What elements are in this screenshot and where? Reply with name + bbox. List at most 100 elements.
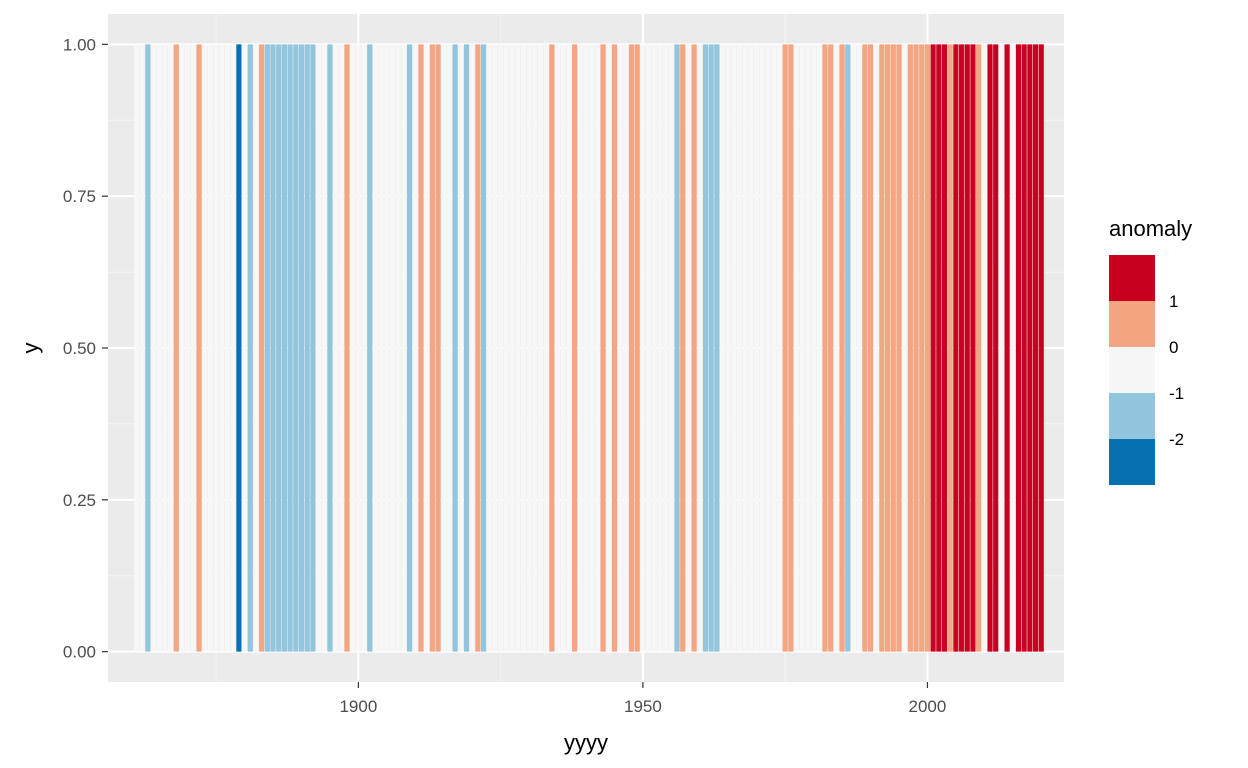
bar-1972 [765, 44, 771, 652]
bar-1933 [543, 44, 549, 652]
bar-1983 [828, 44, 834, 652]
bar-1967 [737, 44, 743, 652]
bar-1882 [253, 44, 259, 652]
x-axis-title: yyyy [564, 730, 608, 755]
bar-1936 [560, 44, 566, 652]
bar-1942 [594, 44, 600, 652]
bar-1911 [418, 44, 424, 652]
bar-1947 [623, 44, 629, 652]
y-axis-title: y [18, 343, 43, 354]
bar-1869 [179, 44, 185, 652]
bar-1910 [412, 44, 418, 652]
bar-1958 [685, 44, 691, 652]
bar-1866 [162, 44, 168, 652]
legend-color-key [1109, 393, 1155, 439]
bar-1991 [873, 44, 879, 652]
bar-1909 [407, 44, 413, 652]
bar-2013 [998, 44, 1004, 652]
bar-2001 [930, 44, 936, 652]
bar-1908 [401, 44, 407, 652]
bar-1973 [771, 44, 777, 652]
bar-1938 [572, 44, 578, 652]
bar-1868 [173, 44, 179, 652]
bar-1921 [475, 44, 481, 652]
bar-1913 [429, 44, 435, 652]
bar-1962 [708, 44, 714, 652]
bar-1995 [896, 44, 902, 652]
bar-1885 [270, 44, 276, 652]
bar-2012 [993, 44, 999, 652]
bar-1918 [458, 44, 464, 652]
bar-1926 [503, 44, 509, 652]
bar-1897 [338, 44, 344, 652]
bar-1980 [811, 44, 817, 652]
x-tick-label: 1950 [624, 697, 662, 716]
bar-1875 [213, 44, 219, 652]
bar-1902 [367, 44, 373, 652]
bar-1963 [714, 44, 720, 652]
bar-1916 [446, 44, 452, 652]
legend-label: -1 [1169, 384, 1184, 403]
bar-1949 [634, 44, 640, 652]
legend-title: anomaly [1109, 216, 1192, 241]
bar-1899 [350, 44, 356, 652]
legend-color-key [1109, 439, 1155, 485]
bar-1957 [680, 44, 686, 652]
x-axis: 1900 1950 2000 [339, 682, 946, 716]
bar-1977 [793, 44, 800, 652]
bar-1948 [628, 44, 635, 652]
bar-2003 [941, 44, 948, 652]
bar-1906 [389, 44, 396, 652]
bar-1881 [247, 44, 253, 652]
bar-1867 [168, 44, 174, 652]
bar-1943 [600, 44, 606, 652]
bar-1898 [344, 44, 350, 652]
bar-1994 [890, 44, 896, 652]
bar-1954 [663, 44, 669, 652]
bar-1893 [315, 44, 322, 652]
bar-1878 [230, 44, 236, 652]
y-tick-label: 0.00 [63, 643, 96, 662]
bar-1975 [782, 44, 788, 652]
bar-1863 [145, 44, 151, 652]
bar-2002 [936, 44, 942, 652]
bar-1979 [805, 44, 811, 652]
bar-1970 [754, 44, 760, 652]
bar-1914 [435, 44, 441, 652]
bar-1896 [333, 44, 339, 652]
bar-1934 [549, 44, 555, 652]
bar-1987 [850, 44, 857, 652]
bar-1901 [361, 44, 367, 652]
bar-1988 [856, 44, 862, 652]
bar-2006 [959, 44, 965, 652]
bar-1982 [822, 44, 828, 652]
legend-color-key [1109, 347, 1155, 393]
bar-1861 [133, 44, 140, 652]
bar-2014 [1004, 44, 1010, 652]
bar-1940 [583, 44, 589, 652]
bar-1917 [452, 44, 458, 652]
bar-1905 [384, 44, 390, 652]
bar-1974 [776, 44, 783, 652]
bar-1927 [509, 44, 515, 652]
bar-1892 [310, 44, 316, 652]
bar-1984 [833, 44, 839, 652]
bar-1884 [264, 44, 270, 652]
bar-1945 [611, 44, 618, 652]
y-tick-label: 0.75 [63, 187, 96, 206]
bar-1907 [395, 44, 401, 652]
bar-1971 [759, 44, 765, 652]
bar-2004 [947, 44, 953, 652]
bar-1998 [913, 44, 919, 652]
bar-1919 [463, 44, 470, 652]
bar-1871 [190, 44, 196, 652]
bar-1985 [839, 44, 845, 652]
bar-1999 [919, 44, 925, 652]
bar-1891 [304, 44, 310, 652]
bars [133, 44, 1044, 652]
bar-1960 [697, 44, 703, 652]
y-tick-label: 0.50 [63, 339, 96, 358]
bar-1876 [219, 44, 225, 652]
bar-1976 [788, 44, 794, 652]
bar-1920 [469, 44, 475, 652]
